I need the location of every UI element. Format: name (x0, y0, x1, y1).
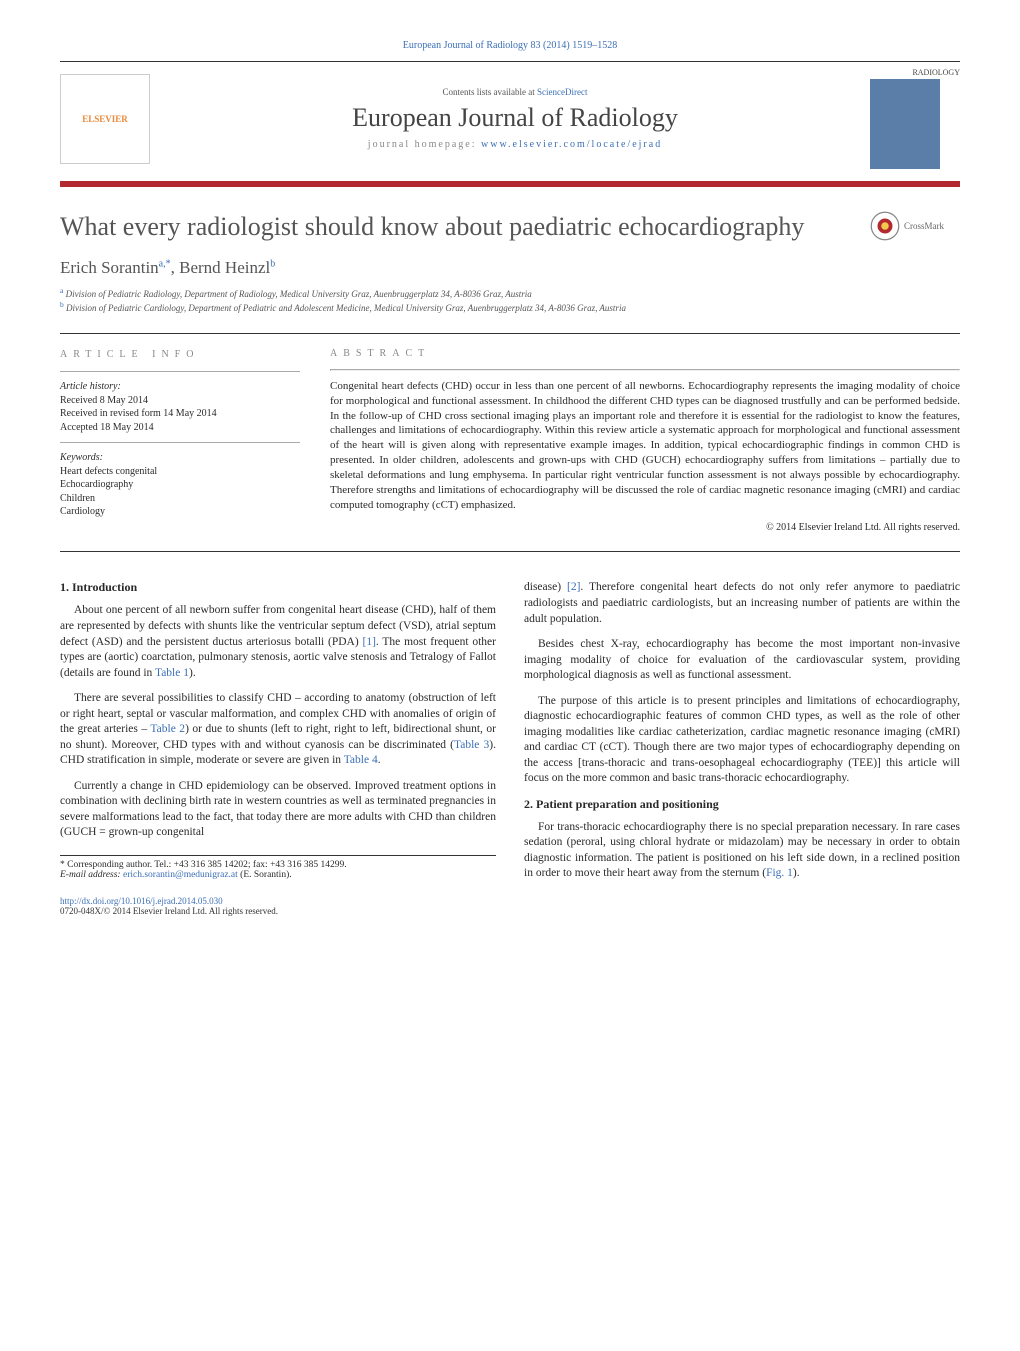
body-columns: 1. Introduction About one percent of all… (60, 580, 960, 885)
affiliation-a-text: Division of Pediatric Radiology, Departm… (66, 289, 532, 299)
ref-2-link[interactable]: [2] (567, 581, 580, 593)
running-head: European Journal of Radiology 83 (2014) … (60, 40, 960, 51)
keyword-1: Echocardiography (60, 478, 300, 492)
history-received: Received 8 May 2014 (60, 394, 300, 408)
keyword-3: Cardiology (60, 505, 300, 519)
s2-p1: For trans-thoracic echocardiography ther… (524, 820, 960, 882)
history-revised: Received in revised form 14 May 2014 (60, 407, 300, 421)
homepage-line: journal homepage: www.elsevier.com/locat… (180, 139, 850, 150)
keyword-0: Heart defects congenital (60, 465, 300, 479)
s1-p5: Besides chest X-ray, echocardiography ha… (524, 637, 960, 684)
fig-1-link[interactable]: Fig. 1 (766, 867, 793, 879)
keywords-label: Keywords: (60, 451, 300, 465)
footnote-block: * Corresponding author. Tel.: +43 316 38… (60, 855, 496, 880)
article-info-heading: ARTICLE INFO (60, 348, 300, 362)
abstract-copyright: © 2014 Elsevier Ireland Ltd. All rights … (330, 522, 960, 533)
affiliation-a: a Division of Pediatric Radiology, Depar… (60, 286, 960, 301)
homepage-prefix: journal homepage: (368, 139, 481, 150)
crossmark-label: CrossMark (904, 221, 944, 231)
issn-line: 0720-048X/© 2014 Elsevier Ireland Ltd. A… (60, 906, 960, 916)
journal-header: ELSEVIER Contents lists available at Sci… (60, 68, 960, 169)
homepage-link[interactable]: www.elsevier.com/locate/ejrad (481, 139, 662, 150)
abstract-text: Congenital heart defects (CHD) occur in … (330, 379, 960, 513)
affiliation-b-text: Division of Pediatric Cardiology, Depart… (66, 303, 626, 313)
corresponding-text: Corresponding author. Tel.: +43 316 385 … (67, 860, 347, 870)
rule-red (60, 181, 960, 187)
s1-p2: There are several possibilities to class… (60, 691, 496, 769)
author-1-sup: a,* (159, 258, 171, 269)
journal-name: European Journal of Radiology (180, 103, 850, 133)
rule-thin-2 (60, 551, 960, 552)
s1-p1: About one percent of all newborn suffer … (60, 603, 496, 681)
info-rule-2 (60, 442, 300, 443)
abs-rule (330, 369, 960, 371)
crossmark-icon (870, 211, 900, 241)
article-title: What every radiologist should know about… (60, 211, 850, 244)
author-1: Erich Sorantin (60, 258, 159, 277)
title-row: What every radiologist should know about… (60, 211, 960, 244)
corresponding-footnote: * Corresponding author. Tel.: +43 316 38… (60, 860, 496, 870)
table-3-link[interactable]: Table 3 (454, 739, 489, 751)
s1-p3: Currently a change in CHD epidemiology c… (60, 779, 496, 841)
keyword-2: Children (60, 492, 300, 506)
email-link[interactable]: erich.sorantin@medunigraz.at (123, 870, 238, 880)
rule-top (60, 61, 960, 62)
crossmark-badge[interactable]: CrossMark (870, 211, 960, 241)
email-suffix: (E. Sorantin). (238, 870, 292, 880)
article-info: ARTICLE INFO Article history: Received 8… (60, 348, 300, 534)
contents-prefix: Contents lists available at (443, 87, 537, 97)
journal-cover-thumb (870, 79, 940, 169)
author-2: Bernd Heinzl (179, 258, 270, 277)
cover-block: RADIOLOGY (870, 68, 960, 169)
rule-thin-1 (60, 333, 960, 334)
sciencedirect-link[interactable]: ScienceDirect (537, 87, 587, 97)
table-2-link[interactable]: Table 2 (150, 723, 185, 735)
header-center: Contents lists available at ScienceDirec… (180, 87, 850, 150)
s1-p4: disease) [2]. Therefore congenital heart… (524, 580, 960, 627)
abstract-block: ABSTRACT Congenital heart defects (CHD) … (330, 348, 960, 534)
history-accepted: Accepted 18 May 2014 (60, 421, 300, 435)
author-2-sup: b (270, 258, 275, 269)
cover-label: RADIOLOGY (870, 68, 960, 77)
abstract-heading: ABSTRACT (330, 348, 960, 359)
elsevier-logo-text: ELSEVIER (82, 114, 128, 124)
s1-p6: The purpose of this article is to presen… (524, 694, 960, 787)
ref-1-link[interactable]: [1] (363, 636, 376, 648)
info-abstract-grid: ARTICLE INFO Article history: Received 8… (60, 348, 960, 534)
table-1-link[interactable]: Table 1 (155, 667, 189, 679)
affiliation-b: b Division of Pediatric Cardiology, Depa… (60, 300, 960, 315)
doi-link[interactable]: http://dx.doi.org/10.1016/j.ejrad.2014.0… (60, 896, 223, 906)
section-1-heading: 1. Introduction (60, 580, 496, 595)
doi-line: http://dx.doi.org/10.1016/j.ejrad.2014.0… (60, 896, 960, 906)
info-rule-1 (60, 371, 300, 372)
section-2-heading: 2. Patient preparation and positioning (524, 797, 960, 812)
elsevier-logo: ELSEVIER (60, 74, 150, 164)
author-line: Erich Sorantina,*, Bernd Heinzlb (60, 258, 960, 278)
table-4-link[interactable]: Table 4 (344, 754, 378, 766)
email-label: E-mail address: (60, 870, 121, 880)
email-footnote: E-mail address: erich.sorantin@medunigra… (60, 870, 496, 880)
contents-list-line: Contents lists available at ScienceDirec… (180, 87, 850, 97)
history-label: Article history: (60, 380, 300, 394)
